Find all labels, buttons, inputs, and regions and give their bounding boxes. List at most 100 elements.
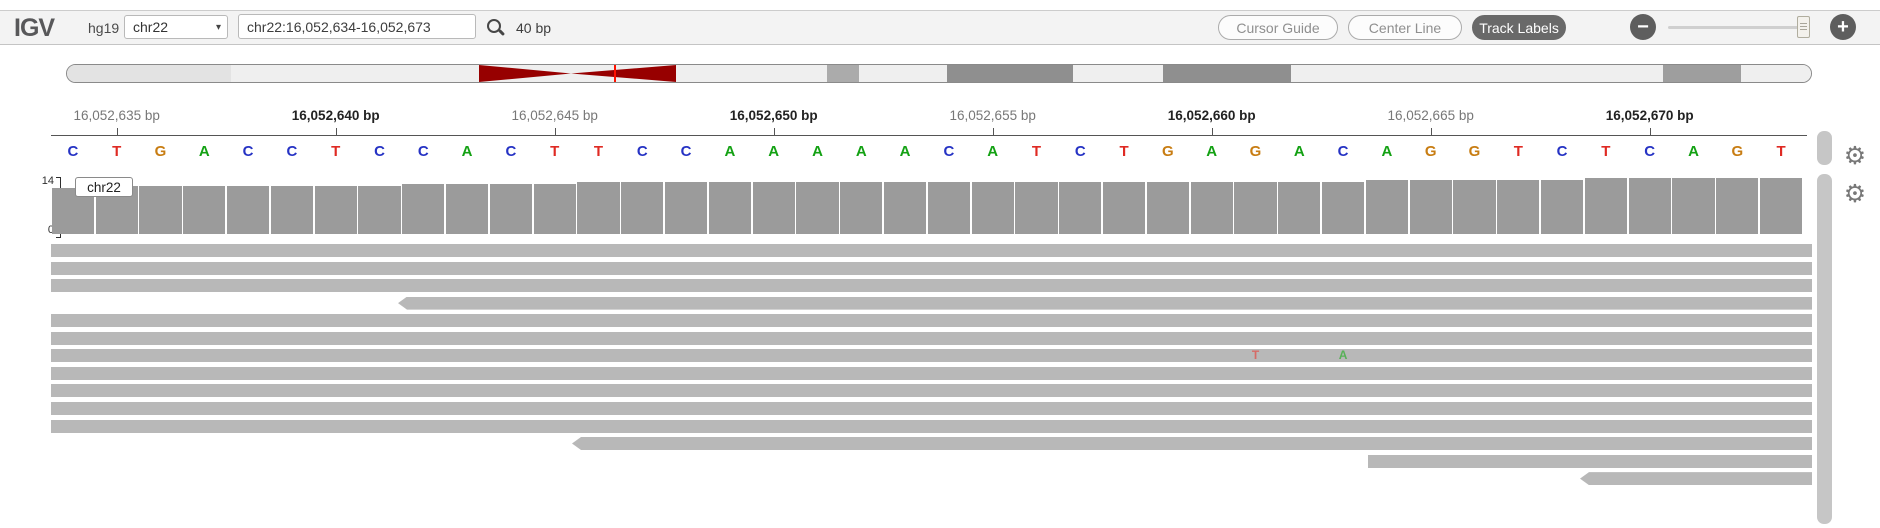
coverage-bar bbox=[708, 182, 751, 234]
ruler-tick-label: 16,052,650 bp bbox=[729, 108, 818, 123]
zoom-slider-handle[interactable] bbox=[1797, 16, 1810, 38]
zoom-slider-ridges bbox=[1800, 23, 1807, 32]
coverage-bar bbox=[1453, 180, 1496, 234]
coverage-bar bbox=[884, 182, 927, 234]
genome-ruler[interactable]: 16,052,635 bp 16,052,640 bp 16,052,645 bp 1… bbox=[0, 96, 1880, 136]
read[interactable] bbox=[51, 401, 1812, 415]
reference-base: T bbox=[593, 143, 604, 160]
reference-base: A bbox=[1688, 143, 1699, 160]
ruler-tick-label: 16,052,635 bp bbox=[73, 108, 160, 123]
ideogram-band bbox=[827, 65, 859, 82]
ideogram-band bbox=[1163, 65, 1291, 82]
coverage-bar bbox=[1628, 178, 1671, 234]
reference-base: T bbox=[1031, 143, 1042, 160]
read[interactable] bbox=[398, 296, 1812, 310]
read[interactable] bbox=[51, 244, 1812, 257]
coverage-bar bbox=[621, 182, 664, 234]
reference-base: A bbox=[461, 143, 473, 160]
scrollbar-thumb[interactable] bbox=[1817, 131, 1832, 165]
reference-base: C bbox=[636, 143, 648, 160]
ruler-tick-mark bbox=[1430, 128, 1432, 135]
chromosome-select[interactable]: chr22 ▾ bbox=[124, 15, 228, 39]
read[interactable] bbox=[51, 384, 1812, 398]
reference-base: G bbox=[1162, 143, 1174, 160]
reference-base: T bbox=[550, 143, 560, 160]
ideogram-band bbox=[1741, 65, 1811, 82]
chevron-down-icon: ▾ bbox=[215, 21, 221, 33]
reference-base: T bbox=[1601, 143, 1611, 160]
read[interactable] bbox=[1580, 472, 1812, 486]
read[interactable] bbox=[51, 419, 1812, 433]
coverage-bar bbox=[1015, 182, 1058, 234]
read[interactable] bbox=[572, 437, 1812, 451]
read[interactable] bbox=[51, 261, 1812, 275]
read[interactable] bbox=[51, 314, 1812, 328]
gear-icon[interactable]: ⚙ bbox=[1843, 180, 1867, 208]
ruler-tick-label: 16,052,655 bp bbox=[949, 108, 1036, 123]
reference-base: C bbox=[286, 143, 298, 160]
coverage-bar bbox=[927, 182, 970, 234]
mismatch-base: A bbox=[1338, 348, 1348, 363]
ideogram-band bbox=[947, 65, 1073, 82]
coverage-bar bbox=[1716, 178, 1759, 234]
coverage-bar bbox=[1059, 182, 1102, 234]
reference-base: A bbox=[812, 143, 823, 160]
coverage-bar bbox=[183, 186, 226, 234]
read[interactable] bbox=[51, 349, 1812, 363]
window-size-label: 40 bp bbox=[516, 20, 552, 36]
reference-base: A bbox=[198, 143, 210, 160]
read[interactable] bbox=[51, 279, 1812, 293]
cursor-guide-button[interactable]: Cursor Guide bbox=[1218, 15, 1338, 40]
coverage-bar bbox=[1146, 182, 1189, 234]
ideogram-band bbox=[67, 65, 231, 82]
search-icon[interactable] bbox=[487, 19, 507, 39]
reference-base: A bbox=[1293, 143, 1305, 160]
ruler-tick-mark bbox=[992, 128, 994, 135]
coverage-bar bbox=[840, 182, 883, 234]
read[interactable] bbox=[1368, 454, 1812, 468]
ideogram-band bbox=[1291, 65, 1663, 82]
reference-base: C bbox=[1556, 143, 1568, 160]
ruler-tick-label: 16,052,665 bp bbox=[1387, 108, 1474, 123]
center-line-button[interactable]: Center Line bbox=[1348, 15, 1462, 40]
coverage-bar bbox=[533, 184, 576, 234]
zoom-in-button[interactable]: + bbox=[1830, 14, 1856, 40]
coverage-bar bbox=[1190, 182, 1233, 234]
reference-base: T bbox=[112, 143, 122, 160]
ideogram-band bbox=[676, 65, 827, 82]
coverage-bar bbox=[139, 186, 182, 234]
locus-input[interactable] bbox=[238, 14, 476, 39]
reference-base: C bbox=[505, 143, 517, 160]
coverage-bar bbox=[1322, 182, 1365, 234]
reference-base: G bbox=[1468, 143, 1481, 160]
coverage-axis-min: 0 bbox=[30, 224, 54, 236]
track-label-chr22[interactable]: chr22 bbox=[75, 177, 133, 197]
toolbar: IGV hg19 chr22 ▾ 40 bp Cursor Guide Cent… bbox=[0, 10, 1880, 45]
ideogram-band bbox=[1663, 65, 1741, 82]
reference-base: A bbox=[768, 143, 780, 160]
coverage-bar bbox=[314, 186, 357, 234]
coverage-bar bbox=[1760, 178, 1803, 234]
read[interactable] bbox=[51, 366, 1812, 380]
reference-base: A bbox=[724, 143, 736, 160]
read[interactable] bbox=[51, 331, 1812, 345]
chromosome-ideogram[interactable] bbox=[66, 64, 1812, 83]
gear-icon[interactable]: ⚙ bbox=[1843, 142, 1867, 170]
scrollbar-thumb[interactable] bbox=[1817, 174, 1832, 524]
coverage-bar bbox=[227, 186, 270, 234]
coverage-bar bbox=[358, 186, 401, 234]
coverage-track[interactable]: 14 0 bbox=[0, 170, 1820, 240]
track-labels-button[interactable]: Track Labels bbox=[1472, 15, 1566, 40]
coverage-axis-tick-bottom bbox=[56, 237, 61, 238]
zoom-slider-track[interactable] bbox=[1668, 26, 1802, 29]
ruler-tick-mark bbox=[1649, 128, 1651, 135]
coverage-axis-max: 14 bbox=[41, 175, 54, 187]
coverage-axis-tick-top bbox=[56, 177, 61, 178]
reference-base: A bbox=[1206, 143, 1218, 160]
zoom-out-button[interactable]: − bbox=[1630, 14, 1656, 40]
ruler-baseline bbox=[51, 135, 1807, 136]
coverage-bar bbox=[1365, 180, 1408, 234]
chromosome-select-value: chr22 bbox=[133, 19, 169, 35]
